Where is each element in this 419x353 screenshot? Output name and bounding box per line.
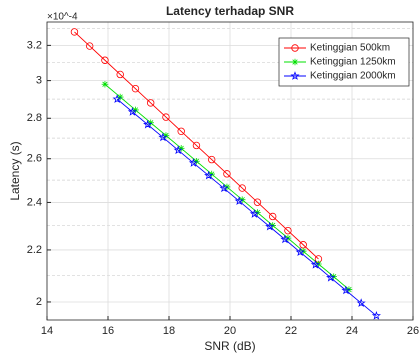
marker (158, 132, 168, 142)
marker (249, 209, 259, 218)
series-line (74, 31, 319, 260)
marker (356, 298, 366, 307)
axes-box (46, 21, 414, 321)
marker (310, 259, 320, 269)
marker (177, 145, 185, 152)
marker (112, 94, 122, 104)
marker (207, 155, 216, 164)
y-exponent: ×10^-4 (47, 12, 78, 23)
marker (219, 183, 229, 193)
marker (127, 107, 137, 116)
marker (238, 184, 246, 192)
y-tick-label: 2 (36, 296, 42, 308)
marker (291, 58, 299, 66)
series-line (116, 98, 377, 317)
y-tick-label: 2.2 (27, 244, 42, 256)
marker (147, 119, 154, 127)
chart-title: Latency terhadap SNR (166, 4, 294, 18)
marker (162, 113, 170, 121)
marker (101, 80, 109, 88)
marker (177, 127, 185, 135)
marker (234, 196, 244, 205)
marker (341, 285, 351, 295)
legend-label: Ketinggian 1250km (310, 57, 396, 68)
marker (192, 141, 201, 150)
marker (223, 170, 231, 178)
marker (326, 272, 336, 282)
x-tick-label: 20 (224, 325, 236, 337)
x-tick-label: 18 (163, 325, 175, 337)
marker (188, 158, 198, 167)
x-axis-label: SNR (dB) (204, 339, 255, 353)
marker (173, 145, 183, 155)
marker (162, 132, 170, 139)
x-tick-label: 14 (41, 325, 53, 337)
x-tick-label: 22 (285, 325, 297, 337)
marker (116, 70, 124, 79)
marker (143, 119, 153, 129)
x-tick-label: 26 (407, 325, 419, 337)
marker (85, 42, 94, 50)
x-tick-label: 24 (346, 325, 358, 337)
marker (132, 106, 139, 114)
y-axis-label: Latency (s) (8, 141, 22, 200)
y-tick-label: 3.2 (27, 39, 42, 51)
marker (204, 170, 214, 180)
y-tick-label: 2.4 (27, 196, 42, 208)
x-tick-label: 16 (102, 325, 114, 337)
marker (70, 28, 79, 36)
marker (253, 198, 262, 206)
marker (193, 157, 200, 165)
marker (290, 71, 300, 80)
marker (146, 99, 155, 107)
marker (265, 221, 275, 231)
marker (284, 226, 292, 235)
marker (371, 310, 381, 320)
marker (269, 212, 277, 221)
legend-label: Ketinggian 2000km (310, 71, 396, 82)
legend-label: Ketinggian 500km (310, 43, 390, 54)
marker (280, 234, 290, 244)
marker (101, 56, 109, 64)
marker (116, 93, 124, 101)
y-tick-label: 3 (36, 75, 42, 87)
marker (131, 84, 140, 93)
y-tick-label: 2.6 (27, 153, 42, 165)
marker (291, 44, 299, 52)
marker (295, 247, 305, 257)
y-tick-label: 2.8 (27, 112, 42, 124)
